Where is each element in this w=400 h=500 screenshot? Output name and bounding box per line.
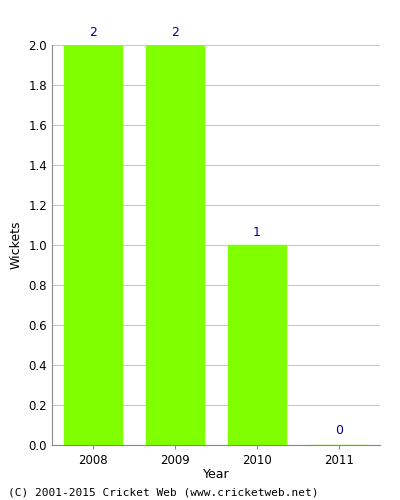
Text: 2: 2 xyxy=(171,26,179,39)
Text: 0: 0 xyxy=(335,424,343,437)
Text: 2: 2 xyxy=(89,26,97,39)
Y-axis label: Wickets: Wickets xyxy=(10,221,23,269)
Bar xyxy=(64,45,122,445)
Bar xyxy=(228,245,286,445)
Bar xyxy=(146,45,204,445)
Text: (C) 2001-2015 Cricket Web (www.cricketweb.net): (C) 2001-2015 Cricket Web (www.cricketwe… xyxy=(8,488,318,498)
Text: 1: 1 xyxy=(253,226,261,239)
X-axis label: Year: Year xyxy=(203,468,229,481)
